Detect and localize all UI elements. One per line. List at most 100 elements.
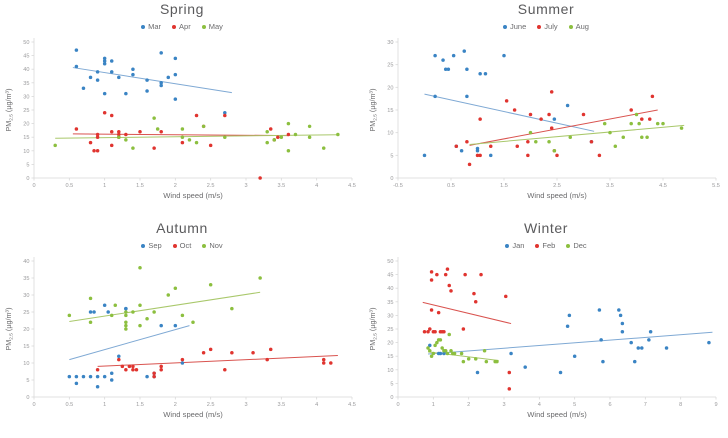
data-point-aug <box>534 139 538 144</box>
data-point-aug <box>528 130 533 135</box>
data-point-sep <box>159 323 163 328</box>
x-tick-label: 4 <box>315 402 318 408</box>
data-point-may <box>336 132 340 137</box>
data-point-jan <box>707 340 711 345</box>
data-point-mar <box>173 97 178 101</box>
data-point-sep <box>88 310 93 314</box>
data-point-sep <box>173 323 178 328</box>
data-point-jan <box>509 351 513 356</box>
svg-text:PM2.5 (µg/m3): PM2.5 (µg/m3) <box>4 88 15 131</box>
data-point-june <box>462 49 466 53</box>
legend-entry-apr[interactable]: Apr <box>172 22 191 31</box>
data-point-july <box>526 139 530 144</box>
data-point-oct <box>268 347 273 352</box>
y-axis-title: PM2.5 (µg/m3) <box>368 88 379 131</box>
panel-winter: Winter Jan Feb Dec 0 5 10 15 20 25 30 35 40 45 50 0 1 2… <box>364 219 728 438</box>
trend-line-mar <box>72 67 232 94</box>
data-point-june <box>483 71 488 76</box>
data-point-may <box>279 135 284 139</box>
y-tick-label: 5 <box>390 153 393 159</box>
data-point-nov <box>230 306 234 311</box>
data-point-feb <box>461 327 466 331</box>
y-tick-label: 25 <box>23 310 29 316</box>
data-point-june <box>475 149 480 153</box>
y-tick-label: 15 <box>23 344 29 350</box>
x-tick-label: 4 <box>538 402 541 408</box>
legend-entry-nov[interactable]: Nov <box>202 241 223 250</box>
data-point-feb <box>472 291 476 296</box>
data-point-feb <box>507 387 512 391</box>
x-tick-label: 2 <box>174 402 177 408</box>
data-point-july <box>597 153 602 158</box>
data-point-june <box>443 67 448 71</box>
data-point-june <box>446 67 451 71</box>
x-tick-label: 0 <box>396 402 399 408</box>
x-tick-label: 3 <box>244 183 247 189</box>
data-point-mar <box>131 67 135 71</box>
data-point-oct <box>230 351 234 355</box>
data-point-jan <box>567 313 572 318</box>
data-point-feb <box>442 329 446 334</box>
data-point-dec <box>473 357 478 361</box>
data-point-may <box>117 135 121 139</box>
data-point-oct <box>159 364 163 369</box>
y-tick-label: 35 <box>23 81 29 87</box>
data-point-nov <box>113 303 118 307</box>
data-point-mar <box>95 70 100 74</box>
data-point-apr <box>276 135 280 139</box>
x-tick-label: 2.5 <box>207 183 215 189</box>
legend-entry-may[interactable]: May <box>201 22 223 31</box>
legend-entry-sep[interactable]: Sep <box>141 241 162 250</box>
legend-entry-aug[interactable]: Aug <box>568 22 589 31</box>
legend-marker-icon <box>566 243 571 248</box>
data-point-aug <box>655 121 660 126</box>
y-tick-label: 5 <box>26 162 29 168</box>
data-point-nov <box>145 317 149 321</box>
data-point-july <box>549 90 554 94</box>
legend-winter: Jan Feb Dec <box>364 241 728 250</box>
legend-entry-july[interactable]: July <box>537 22 558 31</box>
data-point-feb <box>429 308 434 312</box>
data-point-oct <box>180 357 185 362</box>
data-point-dec <box>440 346 444 350</box>
y-tick-label: 10 <box>387 131 393 137</box>
x-tick-label: 4.5 <box>348 183 356 189</box>
data-point-nov <box>173 286 178 290</box>
trend-line-jan <box>427 331 713 355</box>
data-point-apr <box>102 110 107 115</box>
data-point-july <box>629 108 633 112</box>
legend-entry-june[interactable]: June <box>503 22 526 31</box>
data-point-nov <box>131 310 135 314</box>
data-point-mar <box>223 110 227 115</box>
data-point-apr <box>92 149 96 153</box>
data-point-oct <box>208 347 213 352</box>
panel-title-spring: Spring <box>159 1 205 17</box>
data-point-jan <box>428 343 432 348</box>
data-point-apr <box>95 135 100 139</box>
data-point-nov <box>138 323 142 328</box>
data-point-sep <box>81 374 86 379</box>
data-point-nov <box>109 313 114 318</box>
legend-entry-dec[interactable]: Dec <box>566 241 587 250</box>
legend-entry-oct[interactable]: Oct <box>172 241 191 250</box>
legend-entry-mar[interactable]: Mar <box>141 22 161 31</box>
data-point-jan <box>664 346 669 350</box>
data-point-may <box>321 146 326 150</box>
legend-entry-feb[interactable]: Feb <box>535 241 555 250</box>
data-point-july <box>528 112 533 117</box>
y-tick-label: 25 <box>23 108 29 114</box>
trend-line-aug <box>469 124 685 145</box>
panel-title-autumn: Autumn <box>156 220 208 236</box>
legend-label: Mar <box>148 22 162 31</box>
legend-label: Nov <box>209 241 223 250</box>
panel-title-summer: Summer <box>517 1 575 17</box>
data-point-sep <box>109 378 114 382</box>
legend-marker-icon <box>535 243 540 248</box>
x-tick-label: 1.5 <box>136 402 144 408</box>
legend-entry-jan[interactable]: Jan <box>505 241 524 250</box>
x-tick-label: 3.5 <box>277 402 285 408</box>
legend-label: Jan <box>512 241 525 250</box>
legend-spring: Mar Apr May <box>0 22 364 31</box>
data-point-aug <box>634 112 639 117</box>
